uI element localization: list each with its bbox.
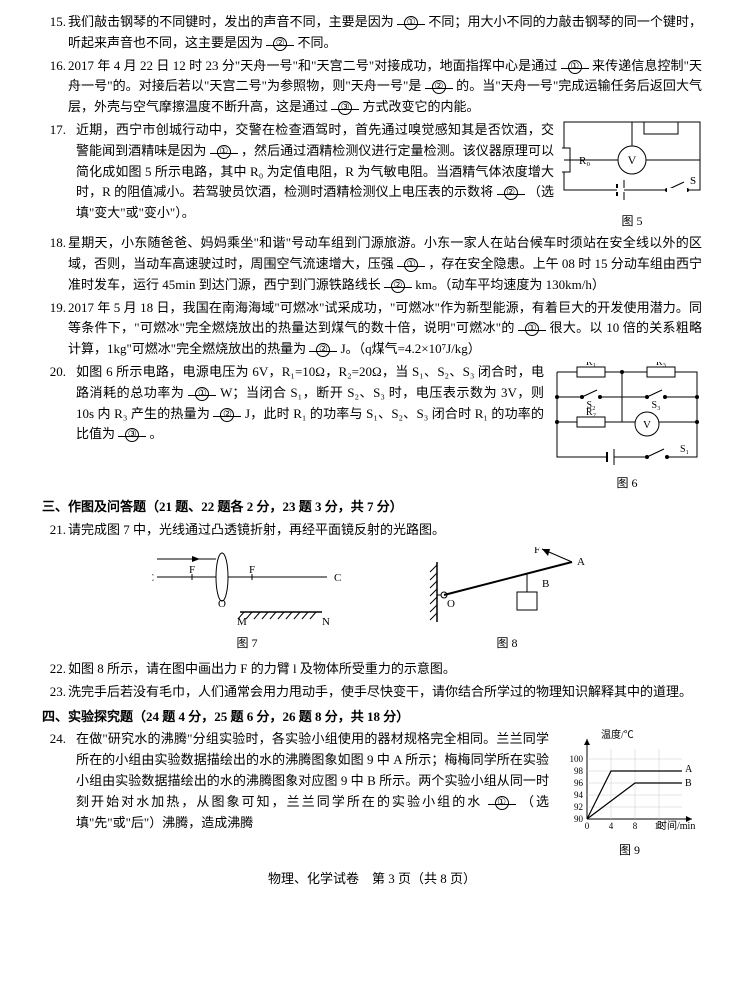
figure-5: R R₀ V S 图 5 <box>562 120 702 231</box>
question-text: 星期天，小东随爸爸、妈妈乘坐"和谐"号动车组到门源旅游。小东一家人在站台候车时须… <box>68 233 702 295</box>
figure-7: C C′ O F F M N 图 7 <box>152 547 342 653</box>
svg-text:S₃: S₃ <box>651 400 660 411</box>
question-16: 16. 2017 年 4 月 22 日 12 时 23 分"天舟一号"和"天宫二… <box>42 56 702 118</box>
question-text: 在做"研究水的沸腾"分组实验时，各实验小组使用的器材规格完全相同。兰兰同学所在的… <box>76 729 549 860</box>
question-text: 2017 年 4 月 22 日 12 时 23 分"天舟一号"和"天宫二号"对接… <box>68 56 702 118</box>
question-number: 18. <box>42 233 68 295</box>
figure-caption: 图 6 <box>616 474 637 493</box>
svg-text:O: O <box>218 598 226 610</box>
svg-text:12: 12 <box>655 821 664 831</box>
svg-text:B: B <box>685 778 692 789</box>
figure-row-7-8: C C′ O F F M N 图 7 <box>42 547 702 653</box>
question-text: 洗完手后若没有毛巾，人们通常会用力甩动手，使手尽快变干，请你结合所学过的物理知识… <box>68 682 702 703</box>
svg-text:4: 4 <box>609 821 614 831</box>
question-number: 17. <box>42 120 68 231</box>
question-number: 19. <box>42 298 68 360</box>
svg-text:R₃: R₃ <box>656 362 666 368</box>
question-number: 15. <box>42 12 68 54</box>
svg-text:R₂: R₂ <box>586 407 596 418</box>
section-3-header: 三、作图及问答题（21 题、22 题各 2 分，23 题 3 分，共 7 分） <box>42 497 702 518</box>
question-number: 22. <box>42 659 68 680</box>
svg-text:100: 100 <box>570 754 584 764</box>
figure-6: R₁ R₃ S₂ S₃ R₂ <box>552 362 702 493</box>
svg-text:8: 8 <box>633 821 638 831</box>
figure-8: O A F B 图 8 <box>422 547 592 653</box>
svg-text:R₁: R₁ <box>586 362 596 368</box>
svg-text:A: A <box>577 556 585 568</box>
question-number: 24. <box>42 729 68 860</box>
question-21: 21. 请完成图 7 中，光线通过凸透镜折射，再经平面镜反射的光路图。 <box>42 520 702 541</box>
question-number: 16. <box>42 56 68 118</box>
svg-text:R: R <box>657 120 665 123</box>
question-number: 21. <box>42 520 68 541</box>
question-number: 23. <box>42 682 68 703</box>
question-number: 20. <box>42 362 68 493</box>
svg-text:94: 94 <box>574 790 584 800</box>
svg-text:温度/℃: 温度/℃ <box>601 729 634 741</box>
svg-text:B: B <box>542 578 549 590</box>
section-4-header: 四、实验探究题（24 题 4 分，25 题 6 分，26 题 8 分，共 18 … <box>42 707 702 728</box>
question-17: 17. 近期，西宁市创城行动中，交警在检查酒驾时，首先通过嗅觉感知其是否饮酒，交… <box>42 120 702 231</box>
question-19: 19. 2017 年 5 月 18 日，我国在南海海域"可燃冰"试采成功，"可燃… <box>42 298 702 360</box>
figure-9: 温度/℃ 时间/min 90 92 94 96 98 100 0 <box>557 729 702 860</box>
svg-text:S: S <box>690 175 696 187</box>
svg-text:F: F <box>534 547 540 556</box>
svg-text:96: 96 <box>574 778 584 788</box>
question-text: 请完成图 7 中，光线通过凸透镜折射，再经平面镜反射的光路图。 <box>68 520 702 541</box>
page-footer: 物理、化学试卷 第 3 页（共 8 页） <box>42 869 702 890</box>
svg-text:V: V <box>643 419 651 431</box>
svg-text:98: 98 <box>574 766 584 776</box>
svg-text:C′: C′ <box>334 572 342 584</box>
svg-text:S₁: S₁ <box>680 444 689 455</box>
svg-text:N: N <box>322 616 330 628</box>
svg-text:0: 0 <box>585 821 590 831</box>
question-text: 如图 6 所示电路，电源电压为 6V，R₁=10Ω，R₂=20Ω，当 S₁、S₂… <box>76 362 544 493</box>
figure-caption: 图 5 <box>621 212 642 231</box>
svg-text:V: V <box>628 153 637 167</box>
question-23: 23. 洗完手后若没有毛巾，人们通常会用力甩动手，使手尽快变干，请你结合所学过的… <box>42 682 702 703</box>
question-22: 22. 如图 8 所示，请在图中画出力 F 的力臂 l 及物体所受重力的示意图。 <box>42 659 702 680</box>
figure-caption: 图 7 <box>236 634 257 653</box>
question-text: 如图 8 所示，请在图中画出力 F 的力臂 l 及物体所受重力的示意图。 <box>68 659 702 680</box>
figure-caption: 图 9 <box>619 841 640 860</box>
svg-text:A: A <box>685 764 693 775</box>
question-18: 18. 星期天，小东随爸爸、妈妈乘坐"和谐"号动车组到门源旅游。小东一家人在站台… <box>42 233 702 295</box>
question-text: 2017 年 5 月 18 日，我国在南海海域"可燃冰"试采成功，"可燃冰"作为… <box>68 298 702 360</box>
svg-text:92: 92 <box>574 802 583 812</box>
question-20: 20. 如图 6 所示电路，电源电压为 6V，R₁=10Ω，R₂=20Ω，当 S… <box>42 362 702 493</box>
question-text: 我们敲击钢琴的不同键时，发出的声音不同，主要是因为 ① 不同；用大小不同的力敲击… <box>68 12 702 54</box>
question-24: 24. 在做"研究水的沸腾"分组实验时，各实验小组使用的器材规格完全相同。兰兰同… <box>42 729 702 860</box>
svg-text:R₀: R₀ <box>579 155 590 167</box>
question-15: 15. 我们敲击钢琴的不同键时，发出的声音不同，主要是因为 ① 不同；用大小不同… <box>42 12 702 54</box>
figure-caption: 图 8 <box>496 634 517 653</box>
svg-text:C: C <box>152 572 154 584</box>
svg-text:O: O <box>447 598 455 610</box>
question-text: 近期，西宁市创城行动中，交警在检查酒驾时，首先通过嗅觉感知其是否饮酒，交警能闻到… <box>76 120 554 231</box>
svg-text:90: 90 <box>574 814 584 824</box>
